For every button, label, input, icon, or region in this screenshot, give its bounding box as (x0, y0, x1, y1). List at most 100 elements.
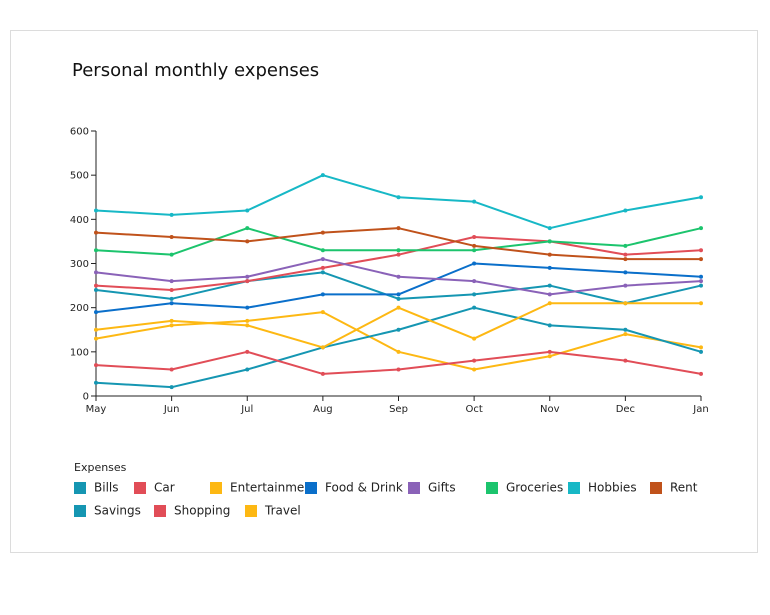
data-point-hobbies (547, 226, 552, 231)
data-point-gifts (320, 257, 325, 262)
data-point-shopping (699, 371, 703, 376)
data-point-travel (396, 305, 401, 310)
y-tick-label: 0 (83, 392, 89, 403)
data-point-groceries (245, 226, 250, 231)
y-tick-label: 200 (70, 303, 89, 314)
legend-swatch (650, 481, 662, 494)
legend-label: Groceries (506, 480, 564, 495)
data-point-groceries (94, 248, 98, 253)
data-point-savings (169, 385, 174, 390)
data-point-bills (169, 296, 174, 301)
data-point-groceries (623, 243, 628, 248)
data-point-shopping (245, 349, 250, 354)
legend-label: Bills (94, 480, 119, 495)
data-point-entertainment (547, 354, 552, 359)
data-point-gifts (547, 292, 552, 297)
x-tick-label: Jun (163, 404, 180, 415)
legend-label: Savings (94, 503, 141, 518)
data-point-car (245, 279, 250, 284)
x-tick-label: May (86, 404, 107, 415)
data-point-car (94, 283, 98, 288)
legend-item: Entertainment (210, 480, 317, 496)
series-line-hobbies (95, 174, 702, 230)
data-point-gifts (623, 283, 628, 288)
data-point-savings (699, 349, 703, 354)
data-point-car (472, 235, 477, 239)
data-point-entertainment (94, 336, 98, 341)
y-tick-label: 300 (70, 259, 89, 270)
data-point-bills (94, 288, 98, 292)
data-point-bills (547, 283, 552, 288)
data-point-hobbies (472, 199, 477, 204)
legend-swatch (305, 481, 317, 494)
data-point-food-drink (547, 265, 552, 270)
x-tick-label: Aug (313, 404, 333, 415)
data-point-rent (547, 252, 552, 257)
legend-item: Travel (245, 503, 301, 519)
data-point-travel (320, 345, 325, 350)
data-point-rent (245, 239, 250, 244)
data-point-car (396, 252, 401, 257)
data-point-entertainment (169, 323, 174, 328)
data-point-food-drink (623, 270, 628, 275)
legend-swatch (74, 504, 86, 517)
data-point-food-drink (396, 292, 401, 297)
data-point-rent (623, 257, 628, 262)
data-point-gifts (396, 274, 401, 279)
data-point-shopping (320, 371, 325, 376)
data-point-entertainment (396, 349, 401, 354)
data-point-entertainment (699, 345, 703, 350)
legend-swatch (154, 504, 166, 517)
legend-swatch (486, 481, 498, 494)
data-point-hobbies (623, 208, 628, 213)
data-point-entertainment (245, 318, 250, 323)
data-point-car (169, 288, 174, 292)
legend-label: Gifts (428, 480, 456, 495)
data-point-groceries (320, 248, 325, 253)
data-point-food-drink (320, 292, 325, 297)
data-point-hobbies (699, 195, 703, 200)
data-point-rent (396, 226, 401, 231)
data-point-savings (623, 327, 628, 332)
y-tick-label: 100 (70, 347, 89, 358)
data-point-shopping (396, 367, 401, 372)
data-point-food-drink (245, 305, 250, 310)
chart-title: Personal monthly expenses (72, 60, 320, 81)
legend-swatch (134, 481, 146, 494)
data-point-food-drink (169, 301, 174, 306)
legend-item: Car (134, 480, 175, 496)
legend-item: Savings (74, 503, 141, 519)
series-line-entertainment (95, 311, 702, 371)
y-tick-label: 500 (70, 171, 89, 182)
legend-label: Entertainment (230, 480, 317, 495)
legend-item: Shopping (154, 503, 230, 519)
data-point-gifts (699, 279, 703, 284)
data-point-gifts (169, 279, 174, 284)
data-point-gifts (472, 279, 477, 284)
data-point-entertainment (472, 367, 477, 372)
legend-swatch (408, 481, 420, 494)
data-point-food-drink (699, 274, 703, 279)
data-point-bills (320, 270, 325, 275)
data-point-hobbies (169, 212, 174, 217)
data-point-savings (472, 305, 477, 310)
legend-label: Food & Drink (325, 480, 403, 495)
legend-item: Bills (74, 480, 119, 496)
data-point-rent (169, 235, 174, 239)
data-point-gifts (245, 274, 250, 279)
x-tick-label: Nov (540, 404, 560, 415)
legend-label: Rent (670, 480, 698, 495)
data-point-rent (320, 230, 325, 235)
legend-label: Hobbies (588, 480, 637, 495)
data-point-groceries (547, 239, 552, 244)
data-point-rent (472, 243, 477, 248)
x-tick-label: Jan (692, 404, 708, 415)
data-point-travel (472, 336, 477, 341)
legend-item: Hobbies (568, 480, 637, 496)
data-point-shopping (94, 363, 98, 368)
data-point-travel (169, 318, 174, 323)
data-point-bills (699, 283, 703, 288)
data-point-savings (94, 380, 98, 385)
data-point-travel (547, 301, 552, 306)
